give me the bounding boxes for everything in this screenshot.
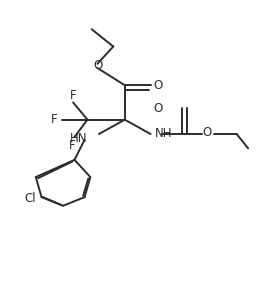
Text: F: F <box>70 89 76 102</box>
Text: O: O <box>93 59 102 72</box>
Text: O: O <box>203 126 212 139</box>
Text: F: F <box>69 139 75 152</box>
Text: NH: NH <box>155 127 172 140</box>
Text: O: O <box>153 102 163 115</box>
Text: O: O <box>153 79 163 92</box>
Text: F: F <box>51 113 58 126</box>
Text: HN: HN <box>69 132 87 145</box>
Text: Cl: Cl <box>24 192 36 205</box>
